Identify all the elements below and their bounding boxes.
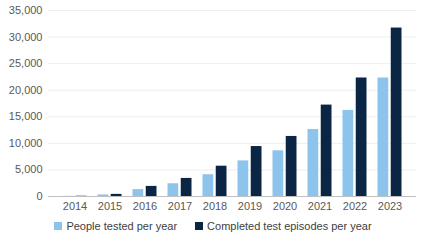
svg-text:2018: 2018 — [203, 200, 227, 212]
html-text:Completed test episodes per ye: Completed test episodes per year — [207, 220, 372, 232]
svg-text:2014: 2014 — [63, 200, 87, 212]
svg-text:2019: 2019 — [238, 200, 262, 212]
svg-text:2020: 2020 — [273, 200, 297, 212]
svg-text:25,000: 25,000 — [9, 57, 43, 69]
svg-text:10,000: 10,000 — [9, 137, 43, 149]
svg-text:0: 0 — [36, 190, 42, 202]
svg-text:20,000: 20,000 — [9, 84, 43, 96]
svg-text:2021: 2021 — [308, 200, 332, 212]
html-text:People tested per year: People tested per year — [66, 220, 178, 232]
svg-text:30,000: 30,000 — [9, 31, 43, 43]
svg-text:2022: 2022 — [343, 200, 367, 212]
svg-text:2017: 2017 — [168, 200, 192, 212]
svg-text:2016: 2016 — [133, 200, 157, 212]
svg-text:35,000: 35,000 — [9, 4, 43, 16]
svg-text:2015: 2015 — [98, 200, 122, 212]
svg-text:2023: 2023 — [378, 200, 402, 212]
svg-text:15,000: 15,000 — [9, 110, 43, 122]
svg-text:5,000: 5,000 — [15, 163, 43, 175]
